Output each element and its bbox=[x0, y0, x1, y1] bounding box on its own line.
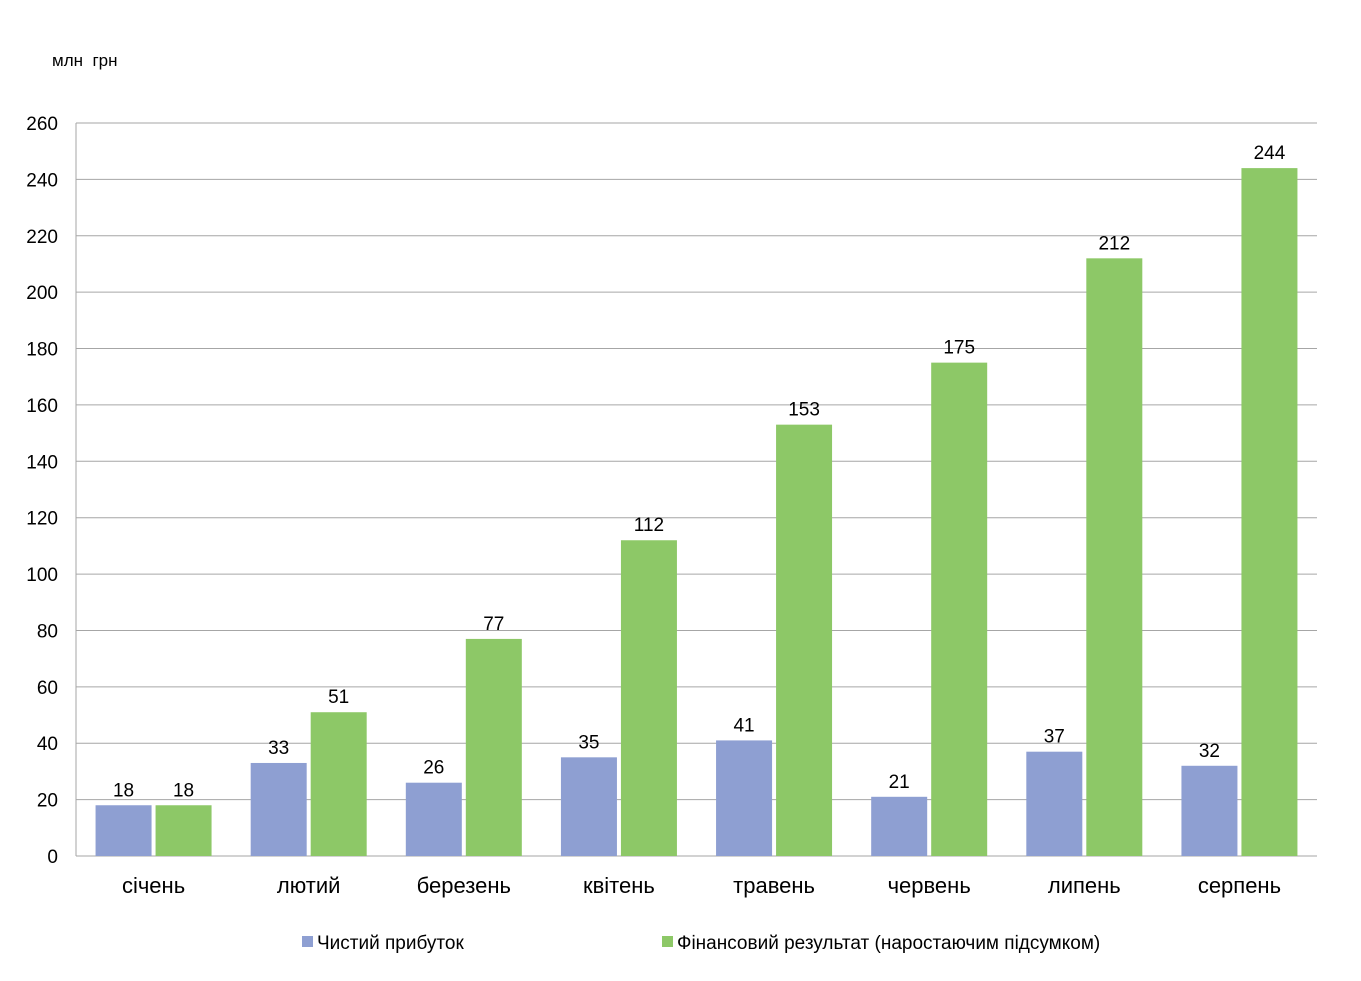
x-tick-label: березень bbox=[417, 873, 511, 898]
bar bbox=[405, 782, 462, 856]
y-tick-label: 40 bbox=[37, 734, 58, 755]
y-tick-label: 220 bbox=[26, 227, 58, 248]
bar bbox=[155, 805, 212, 856]
data-labels: 18 18 33 51 26 77 35 112 41 153 21 175 37 212 32 244 bbox=[113, 143, 1286, 801]
x-axis: січень лютий березень квітень травень червень… bbox=[122, 873, 1281, 898]
x-tick-label: червень bbox=[888, 873, 971, 898]
y-tick-label: 100 bbox=[26, 565, 58, 586]
legend-label: Чистий прибуток bbox=[317, 933, 464, 954]
data-label: 21 bbox=[889, 772, 910, 793]
bar bbox=[250, 762, 307, 856]
y-tick-label: 0 bbox=[47, 847, 58, 868]
y-tick-label: 160 bbox=[26, 396, 58, 417]
data-label: 26 bbox=[423, 758, 444, 779]
legend-swatch bbox=[662, 936, 673, 947]
bar bbox=[1026, 751, 1083, 856]
bar bbox=[620, 540, 677, 856]
y-tick-label: 80 bbox=[37, 621, 58, 642]
bar bbox=[716, 740, 773, 856]
data-label: 18 bbox=[113, 780, 134, 801]
data-label: 153 bbox=[788, 400, 820, 421]
data-label: 41 bbox=[733, 715, 754, 736]
data-label: 244 bbox=[1254, 143, 1286, 164]
x-tick-label: січень bbox=[122, 873, 185, 898]
y-tick-label: 240 bbox=[26, 170, 58, 191]
data-label: 212 bbox=[1098, 233, 1130, 254]
data-label: 32 bbox=[1199, 741, 1220, 762]
data-label: 35 bbox=[578, 732, 599, 753]
bar bbox=[1086, 258, 1143, 856]
bar bbox=[310, 712, 367, 856]
bar bbox=[95, 805, 152, 856]
y-tick-label: 180 bbox=[26, 340, 58, 361]
bar bbox=[776, 424, 833, 856]
data-label: 51 bbox=[328, 687, 349, 708]
x-tick-label: квітень bbox=[583, 873, 655, 898]
bar bbox=[931, 362, 988, 856]
y-tick-label: 140 bbox=[26, 452, 58, 473]
bar bbox=[560, 757, 617, 856]
bar bbox=[465, 638, 522, 856]
data-label: 37 bbox=[1044, 727, 1065, 748]
data-label: 175 bbox=[943, 338, 975, 359]
y-axis-unit-label: млн грн bbox=[52, 51, 118, 70]
bar bbox=[1181, 765, 1238, 856]
y-tick-label: 60 bbox=[37, 678, 58, 699]
data-label: 33 bbox=[268, 738, 289, 759]
data-label: 112 bbox=[634, 515, 664, 536]
x-tick-label: липень bbox=[1048, 873, 1121, 898]
x-tick-label: травень bbox=[733, 873, 815, 898]
y-tick-label: 260 bbox=[26, 114, 58, 135]
bar bbox=[871, 796, 928, 856]
legend-label: Фінансовий результат (наростаючим підсум… bbox=[677, 933, 1100, 954]
legend-swatch bbox=[302, 936, 313, 947]
data-label: 77 bbox=[483, 614, 504, 635]
bar bbox=[1241, 168, 1298, 857]
x-tick-label: лютий bbox=[277, 873, 341, 898]
legend: Чистий прибуток Фінансовий результат (нар… bbox=[302, 933, 1100, 954]
x-tick-label: серпень bbox=[1198, 873, 1281, 898]
data-label: 18 bbox=[173, 780, 194, 801]
gridlines bbox=[75, 122, 1317, 857]
bars bbox=[95, 168, 1298, 857]
y-tick-label: 20 bbox=[37, 791, 58, 812]
y-axis: 0 20 40 60 80 100 120 140 160 180 200 220 240 260 bbox=[26, 114, 58, 868]
y-tick-label: 200 bbox=[26, 283, 58, 304]
y-tick-label: 120 bbox=[26, 509, 58, 530]
